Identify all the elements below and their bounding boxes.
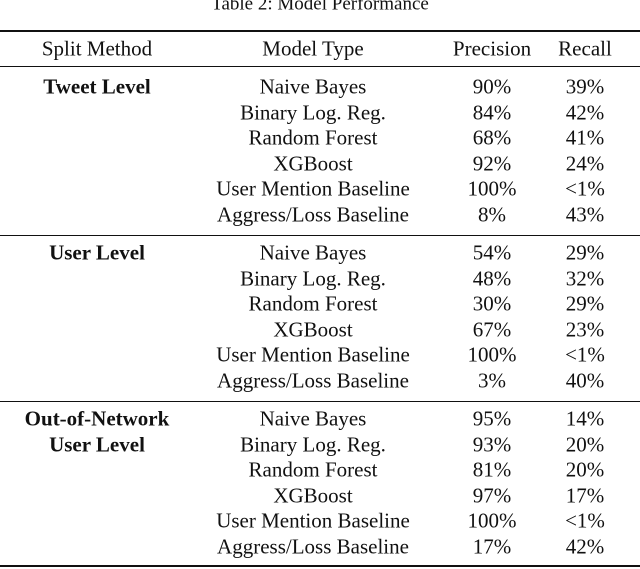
model-type: Aggress/Loss Baseline	[217, 202, 409, 226]
model-type: Aggress/Loss Baseline	[217, 368, 409, 392]
model-type: Random Forest	[248, 291, 378, 316]
model-type: Naive Bayes	[259, 240, 367, 265]
precision: 8%	[478, 202, 506, 226]
model-type: Binary Log. Reg.	[240, 432, 386, 456]
precision: 67%	[472, 317, 512, 341]
table-rule	[0, 235, 640, 236]
recall: <1%	[565, 176, 605, 201]
recall: 24%	[565, 151, 605, 175]
table-rule	[0, 401, 640, 402]
group-label: User Level	[49, 432, 145, 456]
recall: 29%	[565, 291, 605, 316]
group-label: Out-of-Network	[24, 406, 170, 431]
model-type: User Mention Baseline	[216, 508, 410, 533]
precision: 48%	[472, 266, 512, 290]
model-type: Random Forest	[248, 125, 378, 150]
table-rule	[0, 565, 640, 567]
precision: 92%	[472, 151, 512, 175]
recall: 23%	[565, 317, 605, 341]
recall: 40%	[565, 368, 605, 392]
recall: <1%	[565, 342, 605, 367]
recall: 17%	[565, 483, 605, 507]
table-rule	[0, 30, 640, 32]
recall: 29%	[565, 240, 605, 265]
precision: 54%	[472, 240, 512, 265]
model-type: Aggress/Loss Baseline	[217, 534, 409, 558]
model-type: Random Forest	[248, 457, 378, 482]
precision: 84%	[472, 100, 512, 124]
recall: 20%	[565, 432, 605, 456]
table-caption: Table 2: Model Performance	[211, 0, 429, 15]
model-type: User Mention Baseline	[216, 342, 410, 367]
model-type: XGBoost	[273, 151, 353, 175]
recall: 42%	[565, 534, 605, 558]
model-type: XGBoost	[273, 317, 353, 341]
group-label: Tweet Level	[43, 74, 151, 99]
precision: 100%	[467, 176, 517, 201]
table-rule	[0, 66, 640, 67]
recall: 39%	[565, 74, 605, 99]
recall: <1%	[565, 508, 605, 533]
column-header: Precision	[452, 36, 532, 61]
precision: 93%	[472, 432, 512, 456]
precision: 3%	[478, 368, 506, 392]
column-header: Split Method	[41, 36, 153, 61]
recall: 41%	[565, 125, 605, 150]
column-header: Recall	[558, 36, 612, 61]
precision: 100%	[467, 508, 517, 533]
precision: 95%	[472, 406, 512, 431]
precision: 17%	[472, 534, 512, 558]
model-type: Binary Log. Reg.	[240, 266, 386, 290]
recall: 14%	[565, 406, 605, 431]
model-type: User Mention Baseline	[216, 176, 410, 201]
recall: 42%	[565, 100, 605, 124]
model-type: Binary Log. Reg.	[240, 100, 386, 124]
group-label: User Level	[49, 240, 145, 265]
recall: 32%	[565, 266, 605, 290]
model-type: Naive Bayes	[259, 406, 367, 431]
precision: 97%	[472, 483, 512, 507]
model-type: XGBoost	[273, 483, 353, 507]
precision: 100%	[467, 342, 517, 367]
recall: 43%	[565, 202, 605, 226]
precision: 30%	[472, 291, 512, 316]
column-header: Model Type	[262, 36, 364, 61]
model-type: Naive Bayes	[259, 74, 367, 99]
precision: 90%	[472, 74, 512, 99]
recall: 20%	[565, 457, 605, 482]
precision: 68%	[472, 125, 512, 150]
precision: 81%	[472, 457, 512, 482]
